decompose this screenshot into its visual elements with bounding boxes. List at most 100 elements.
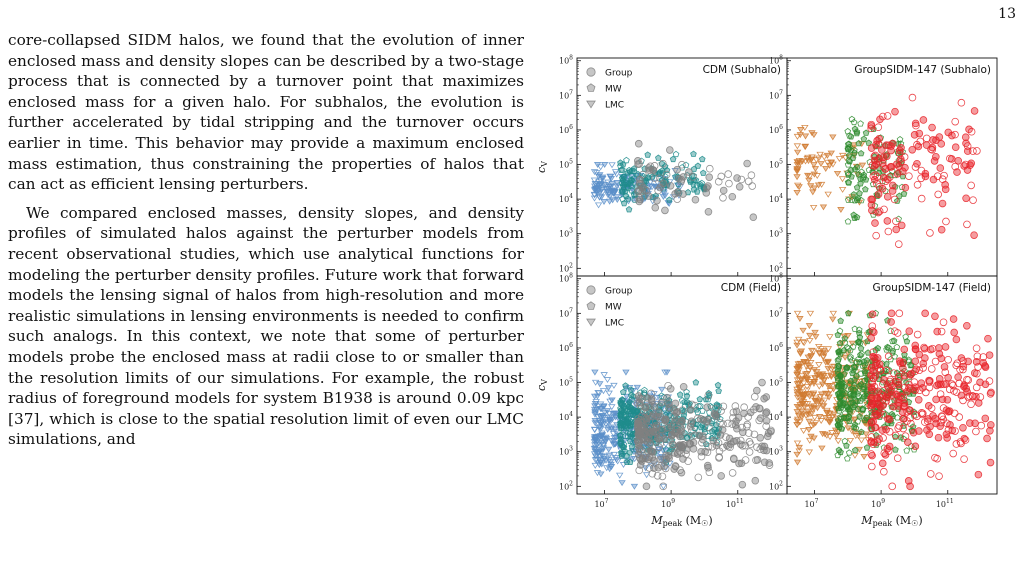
y-tick-label: 105 xyxy=(769,377,783,388)
point-group xyxy=(704,442,713,451)
point-mw xyxy=(620,199,628,207)
point-lmc xyxy=(821,397,829,404)
point-group xyxy=(942,380,950,388)
body-text: core-collapsed SIDM halos, we found that… xyxy=(8,30,524,458)
y-tick-label: 103 xyxy=(559,228,573,239)
point-group xyxy=(889,402,898,411)
point-group xyxy=(689,173,697,181)
point-group xyxy=(969,196,977,204)
point-group xyxy=(892,217,900,226)
point-group xyxy=(750,430,759,439)
point-group xyxy=(967,127,976,136)
point-lmc xyxy=(793,389,801,396)
point-lmc xyxy=(829,386,838,393)
point-mw xyxy=(623,425,630,432)
point-group xyxy=(704,182,712,190)
y-tick-label: 108 xyxy=(769,55,783,66)
point-group xyxy=(719,193,727,202)
y-tick-label: 102 xyxy=(559,262,573,273)
point-mw xyxy=(848,115,856,123)
point-group xyxy=(743,159,751,168)
point-lmc xyxy=(822,409,831,416)
point-group xyxy=(931,312,939,321)
point-group xyxy=(634,187,642,196)
point-group xyxy=(875,134,883,143)
point-lmc xyxy=(801,133,810,140)
point-mw xyxy=(857,351,864,359)
point-group xyxy=(703,461,712,470)
point-mw xyxy=(834,331,842,338)
point-lmc xyxy=(793,143,802,150)
point-mw xyxy=(850,363,858,370)
point-lmc xyxy=(826,388,835,395)
point-group xyxy=(640,434,648,442)
point-lmc xyxy=(591,379,600,386)
legend-marker-group xyxy=(586,67,596,77)
point-group xyxy=(688,426,696,435)
point-lmc xyxy=(793,182,802,189)
point-group xyxy=(652,418,660,426)
point-mw xyxy=(851,325,859,332)
point-group xyxy=(960,455,968,463)
point-group xyxy=(979,353,988,361)
point-mw xyxy=(887,327,894,334)
point-mw xyxy=(627,418,635,425)
point-mw xyxy=(861,416,869,424)
point-lmc xyxy=(796,384,805,391)
point-group xyxy=(764,429,773,437)
point-mw xyxy=(847,377,854,384)
point-lmc xyxy=(826,419,834,426)
point-group xyxy=(959,396,967,405)
point-group xyxy=(868,310,877,319)
point-lmc xyxy=(797,348,806,355)
point-group xyxy=(867,364,876,372)
point-mw xyxy=(885,366,892,373)
point-lmc xyxy=(606,417,614,423)
point-mw xyxy=(903,447,911,454)
point-lmc xyxy=(805,177,813,184)
point-group xyxy=(637,445,646,454)
point-lmc xyxy=(606,193,614,200)
point-mw xyxy=(625,206,633,213)
point-group xyxy=(925,430,934,439)
point-mw xyxy=(868,425,875,432)
point-mw xyxy=(627,176,635,183)
point-group xyxy=(971,419,979,428)
point-group xyxy=(641,402,649,411)
point-group xyxy=(881,177,890,186)
point-mw xyxy=(859,406,867,414)
point-lmc xyxy=(594,390,602,396)
point-group xyxy=(913,180,922,189)
point-group xyxy=(714,177,723,186)
point-mw xyxy=(693,182,701,189)
point-mw xyxy=(861,377,868,384)
point-mw xyxy=(624,417,631,424)
point-lmc xyxy=(793,409,801,416)
point-mw xyxy=(695,402,702,410)
point-lmc xyxy=(811,420,820,427)
y-tick-label: 103 xyxy=(769,446,783,457)
point-mw xyxy=(623,458,631,466)
point-group xyxy=(683,433,691,442)
point-group xyxy=(937,140,946,148)
point-group xyxy=(719,186,728,195)
point-lmc xyxy=(852,376,861,383)
point-group xyxy=(966,419,974,427)
point-group xyxy=(888,482,897,491)
point-group xyxy=(970,107,979,115)
point-group xyxy=(889,369,898,377)
point-mw xyxy=(835,348,842,355)
y-tick-label: 104 xyxy=(769,193,783,204)
point-group xyxy=(940,363,949,371)
point-group xyxy=(758,378,766,387)
point-lmc xyxy=(605,424,614,431)
legend-marker-mw xyxy=(586,83,596,92)
point-group xyxy=(702,189,711,197)
point-lmc xyxy=(819,350,828,357)
point-mw xyxy=(858,350,865,357)
point-group xyxy=(685,168,693,176)
point-lmc xyxy=(658,386,666,393)
point-mw xyxy=(666,196,673,203)
point-group xyxy=(973,147,981,155)
point-group xyxy=(878,146,886,154)
